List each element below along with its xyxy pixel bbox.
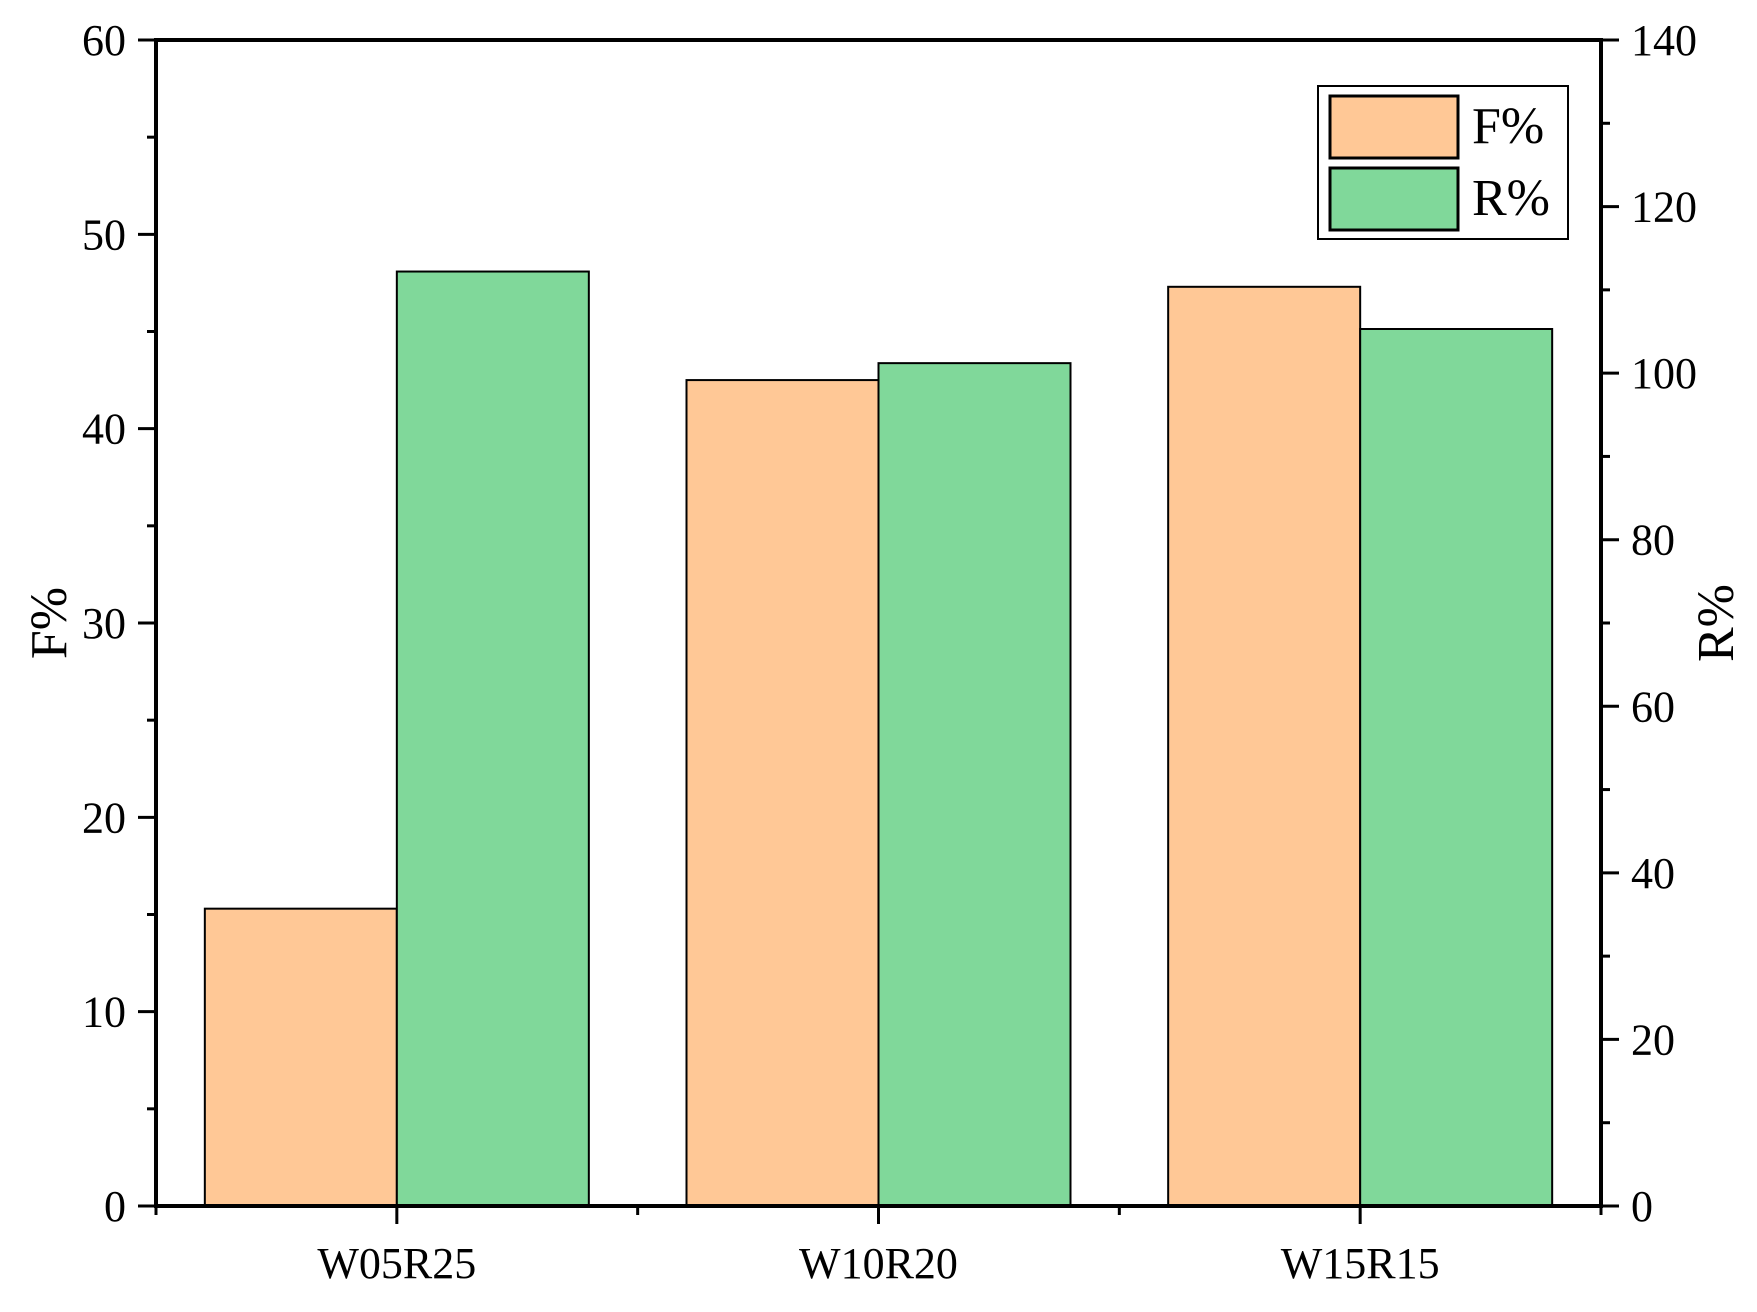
right-y-axis-title: R% xyxy=(1688,584,1745,662)
bar-r-w10r20 xyxy=(877,362,1072,1207)
left-tick-label: 20 xyxy=(82,793,126,842)
left-tick-label: 0 xyxy=(104,1182,126,1231)
x-tick-label: W10R20 xyxy=(799,1239,958,1288)
left-y-axis: 0 10 20 30 40 50 60 xyxy=(82,16,156,1231)
bar-f-w10r20 xyxy=(685,379,880,1208)
legend-label-f: F% xyxy=(1472,98,1544,155)
x-tick-label: W05R25 xyxy=(317,1239,476,1288)
left-tick-label: 60 xyxy=(82,16,126,65)
left-tick-label: 50 xyxy=(82,210,126,259)
right-tick-label: 20 xyxy=(1631,1015,1675,1064)
left-tick-label: 40 xyxy=(82,405,126,454)
right-tick-label: 80 xyxy=(1631,516,1675,565)
bar-f-w15r15 xyxy=(1167,285,1362,1207)
right-tick-label: 40 xyxy=(1631,849,1675,898)
bar-r-w15r15 xyxy=(1359,328,1554,1208)
bar-f-w05r25 xyxy=(203,907,398,1207)
left-tick-label: 10 xyxy=(82,988,126,1037)
legend-label-r: R% xyxy=(1472,170,1550,227)
legend-swatch-r xyxy=(1328,166,1460,232)
right-tick-label: 60 xyxy=(1631,682,1675,731)
right-tick-label: 0 xyxy=(1631,1182,1653,1231)
right-tick-label: 120 xyxy=(1631,183,1697,232)
x-axis: W05R25 W10R20 W15R15 xyxy=(154,1206,1603,1288)
left-tick-label: 30 xyxy=(82,599,126,648)
left-y-axis-title: F% xyxy=(21,587,78,659)
legend-swatch-f xyxy=(1328,94,1460,160)
bars-layer xyxy=(203,270,1554,1208)
legend: F% R% xyxy=(1317,85,1569,240)
x-tick-label: W15R15 xyxy=(1281,1239,1440,1288)
right-y-axis: 0 20 40 60 80 100 120 140 xyxy=(1601,16,1697,1231)
right-tick-label: 100 xyxy=(1631,349,1697,398)
right-tick-label: 140 xyxy=(1631,16,1697,65)
bar-r-w05r25 xyxy=(395,270,590,1207)
